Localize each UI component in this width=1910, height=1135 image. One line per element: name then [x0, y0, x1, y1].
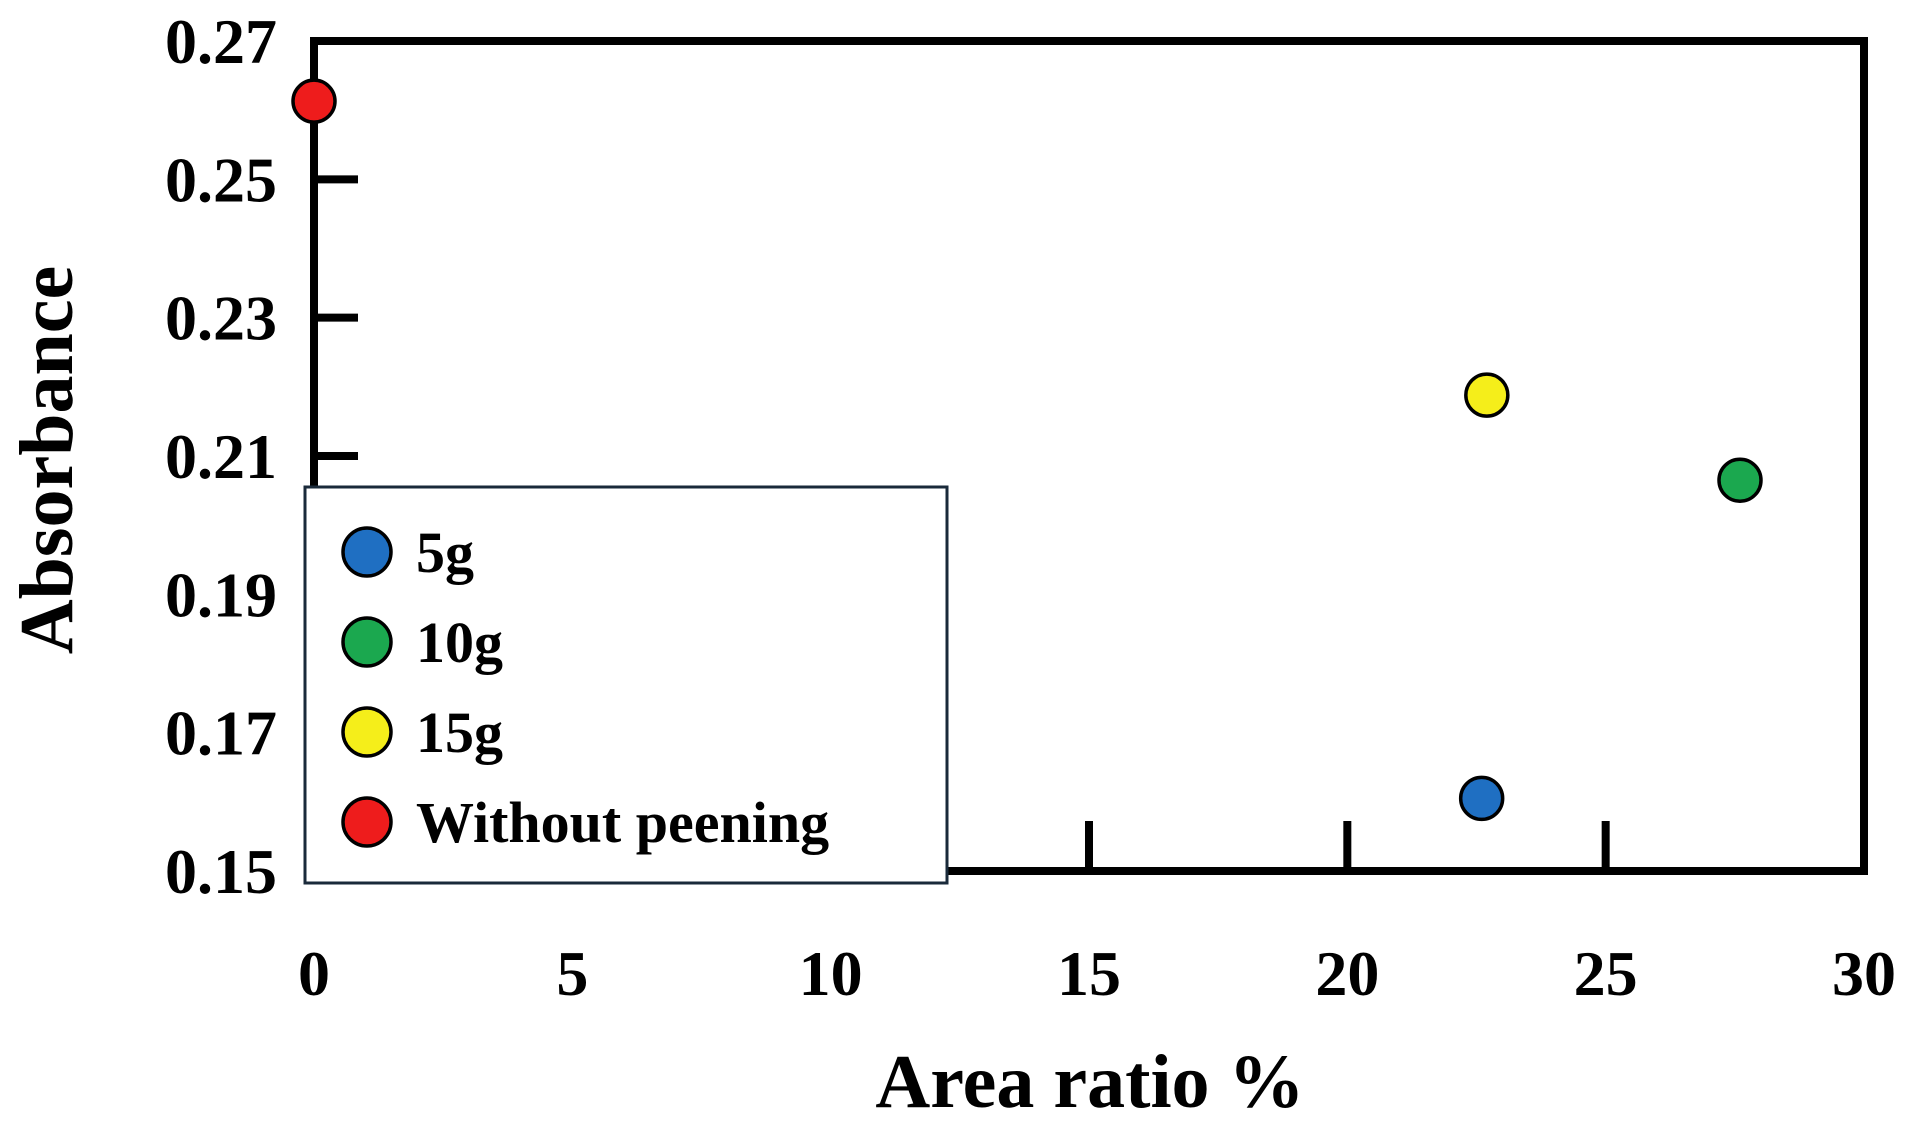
- x-tick-label: 10: [799, 938, 863, 1009]
- y-tick-label: 0.19: [165, 559, 277, 630]
- legend-marker: [341, 796, 393, 848]
- legend-marker: [341, 526, 393, 578]
- data-point-5g: [1458, 775, 1505, 822]
- y-tick-label: 0.23: [165, 283, 277, 354]
- ticks: 0.15 0.17 0.19 0.21 0.23 0.25 0.27 0 5 10 15 20 25 30: [165, 6, 1896, 1009]
- data-point-15g: [1464, 372, 1510, 418]
- legend-label: 5g: [416, 520, 474, 585]
- y-tick-label: 0.21: [165, 421, 277, 492]
- x-tick-label: 25: [1574, 938, 1638, 1009]
- y-axis-title: Absorbance: [5, 266, 89, 654]
- legend-label: Without peening: [416, 790, 829, 855]
- x-tick-label: 5: [556, 938, 588, 1009]
- y-tick-label: 0.25: [165, 144, 277, 215]
- y-tick-label: 0.27: [165, 6, 277, 77]
- data-point-without-peening: [291, 78, 337, 124]
- x-tick-label: 30: [1832, 938, 1896, 1009]
- legend-label: 10g: [416, 610, 503, 675]
- data-point-10g: [1717, 457, 1763, 503]
- x-tick-label: 0: [298, 938, 330, 1009]
- x-axis-title: Area ratio %: [875, 1040, 1304, 1124]
- legend-marker: [341, 616, 393, 668]
- y-tick-label: 0.17: [165, 698, 277, 769]
- data-points: [291, 78, 1763, 822]
- legend-box: [303, 485, 949, 885]
- legend: 5g 10g 15g Without peening: [303, 485, 949, 885]
- x-tick-label: 20: [1315, 938, 1379, 1009]
- legend-label: 15g: [416, 700, 503, 765]
- legend-marker: [341, 706, 393, 758]
- x-tick-label: 15: [1057, 938, 1121, 1009]
- y-tick-label: 0.15: [165, 836, 277, 907]
